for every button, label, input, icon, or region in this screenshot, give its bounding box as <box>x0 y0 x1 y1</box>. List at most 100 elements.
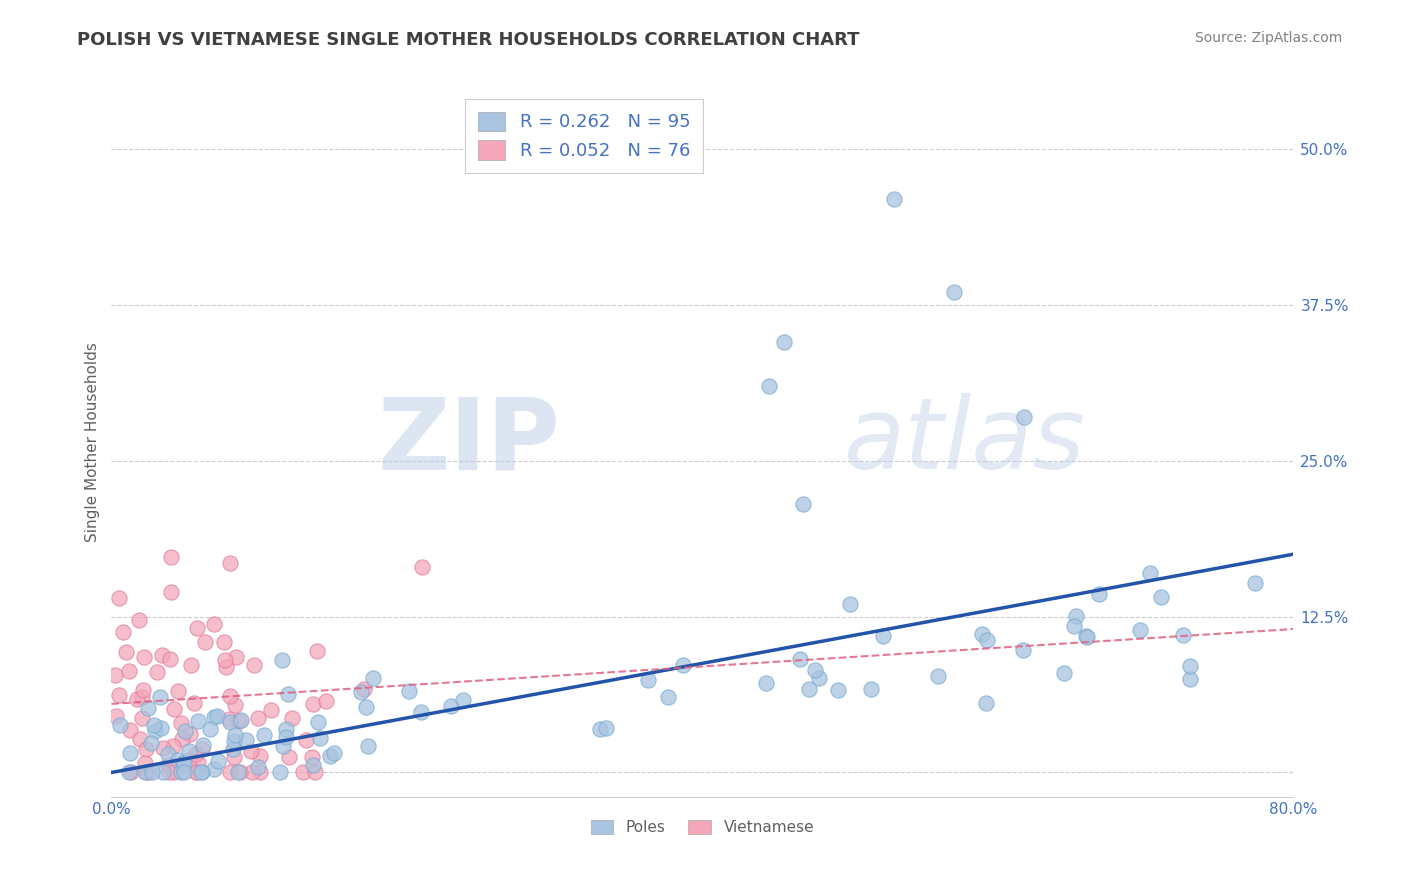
Point <box>219 765 242 780</box>
Point <box>198 722 221 736</box>
Point <box>202 709 225 723</box>
Point <box>166 753 188 767</box>
Point <box>453 693 475 707</box>
Point <box>120 746 142 760</box>
Point <box>976 697 998 711</box>
Point <box>129 731 152 746</box>
Point <box>1171 628 1194 642</box>
Point <box>134 756 156 770</box>
Point <box>280 711 302 725</box>
Point <box>159 549 181 564</box>
Point <box>249 765 271 780</box>
Point <box>170 765 193 780</box>
Point <box>143 718 166 732</box>
Point <box>179 727 201 741</box>
Point <box>229 765 252 780</box>
Point <box>274 730 297 744</box>
Point <box>235 733 257 747</box>
Point <box>1150 590 1173 604</box>
Point <box>595 721 617 735</box>
Point <box>135 742 157 756</box>
Point <box>353 681 375 696</box>
Point <box>657 690 679 705</box>
Point <box>132 683 155 698</box>
Point <box>177 744 200 758</box>
Point <box>191 765 214 780</box>
Point <box>136 765 159 780</box>
Point <box>808 671 831 685</box>
Point <box>128 613 150 627</box>
Point <box>309 731 332 745</box>
Point <box>1243 576 1265 591</box>
Point <box>222 750 245 764</box>
Point <box>218 712 240 726</box>
Point <box>302 697 325 711</box>
Point <box>319 748 342 763</box>
Point <box>131 711 153 725</box>
Point <box>149 690 172 704</box>
Point <box>839 597 862 611</box>
Point <box>146 665 169 680</box>
Point <box>224 698 246 712</box>
Point <box>135 765 157 780</box>
Point <box>173 765 195 780</box>
Point <box>118 723 141 737</box>
Point <box>1053 665 1076 680</box>
Point <box>114 645 136 659</box>
Point <box>1076 630 1098 644</box>
Point <box>162 739 184 753</box>
Point <box>243 657 266 672</box>
Point <box>942 285 965 300</box>
Point <box>159 652 181 666</box>
Point <box>156 758 179 772</box>
Text: ZIP: ZIP <box>378 393 561 491</box>
Point <box>224 728 246 742</box>
Point <box>193 738 215 752</box>
Point <box>398 683 420 698</box>
Point <box>212 635 235 649</box>
Text: atlas: atlas <box>844 393 1085 491</box>
Point <box>172 756 194 770</box>
Point <box>186 765 208 780</box>
Point <box>157 765 180 780</box>
Point <box>226 765 249 780</box>
Point <box>173 756 195 770</box>
Point <box>156 747 179 761</box>
Point <box>755 676 778 690</box>
Point <box>411 559 433 574</box>
Point <box>177 753 200 767</box>
Point <box>215 660 238 674</box>
Point <box>440 699 463 714</box>
Point <box>637 673 659 688</box>
Point <box>927 669 949 683</box>
Point <box>187 756 209 770</box>
Point <box>409 706 432 720</box>
Point <box>1063 619 1085 633</box>
Point <box>149 721 172 735</box>
Point <box>104 668 127 682</box>
Point <box>141 765 163 780</box>
Point <box>219 714 242 729</box>
Point <box>105 709 128 723</box>
Point <box>291 765 314 780</box>
Point <box>1129 623 1152 637</box>
Point <box>136 700 159 714</box>
Point <box>207 708 229 723</box>
Point <box>246 710 269 724</box>
Point <box>214 653 236 667</box>
Point <box>108 688 131 702</box>
Point <box>249 748 271 763</box>
Point <box>141 736 163 750</box>
Point <box>143 723 166 738</box>
Point <box>350 685 373 699</box>
Point <box>271 739 294 753</box>
Point <box>1178 672 1201 686</box>
Point <box>163 702 186 716</box>
Point <box>304 765 326 780</box>
Point <box>228 714 250 728</box>
Point <box>163 765 186 780</box>
Point <box>260 703 283 717</box>
Point <box>295 733 318 747</box>
Point <box>247 760 270 774</box>
Point <box>1011 643 1033 657</box>
